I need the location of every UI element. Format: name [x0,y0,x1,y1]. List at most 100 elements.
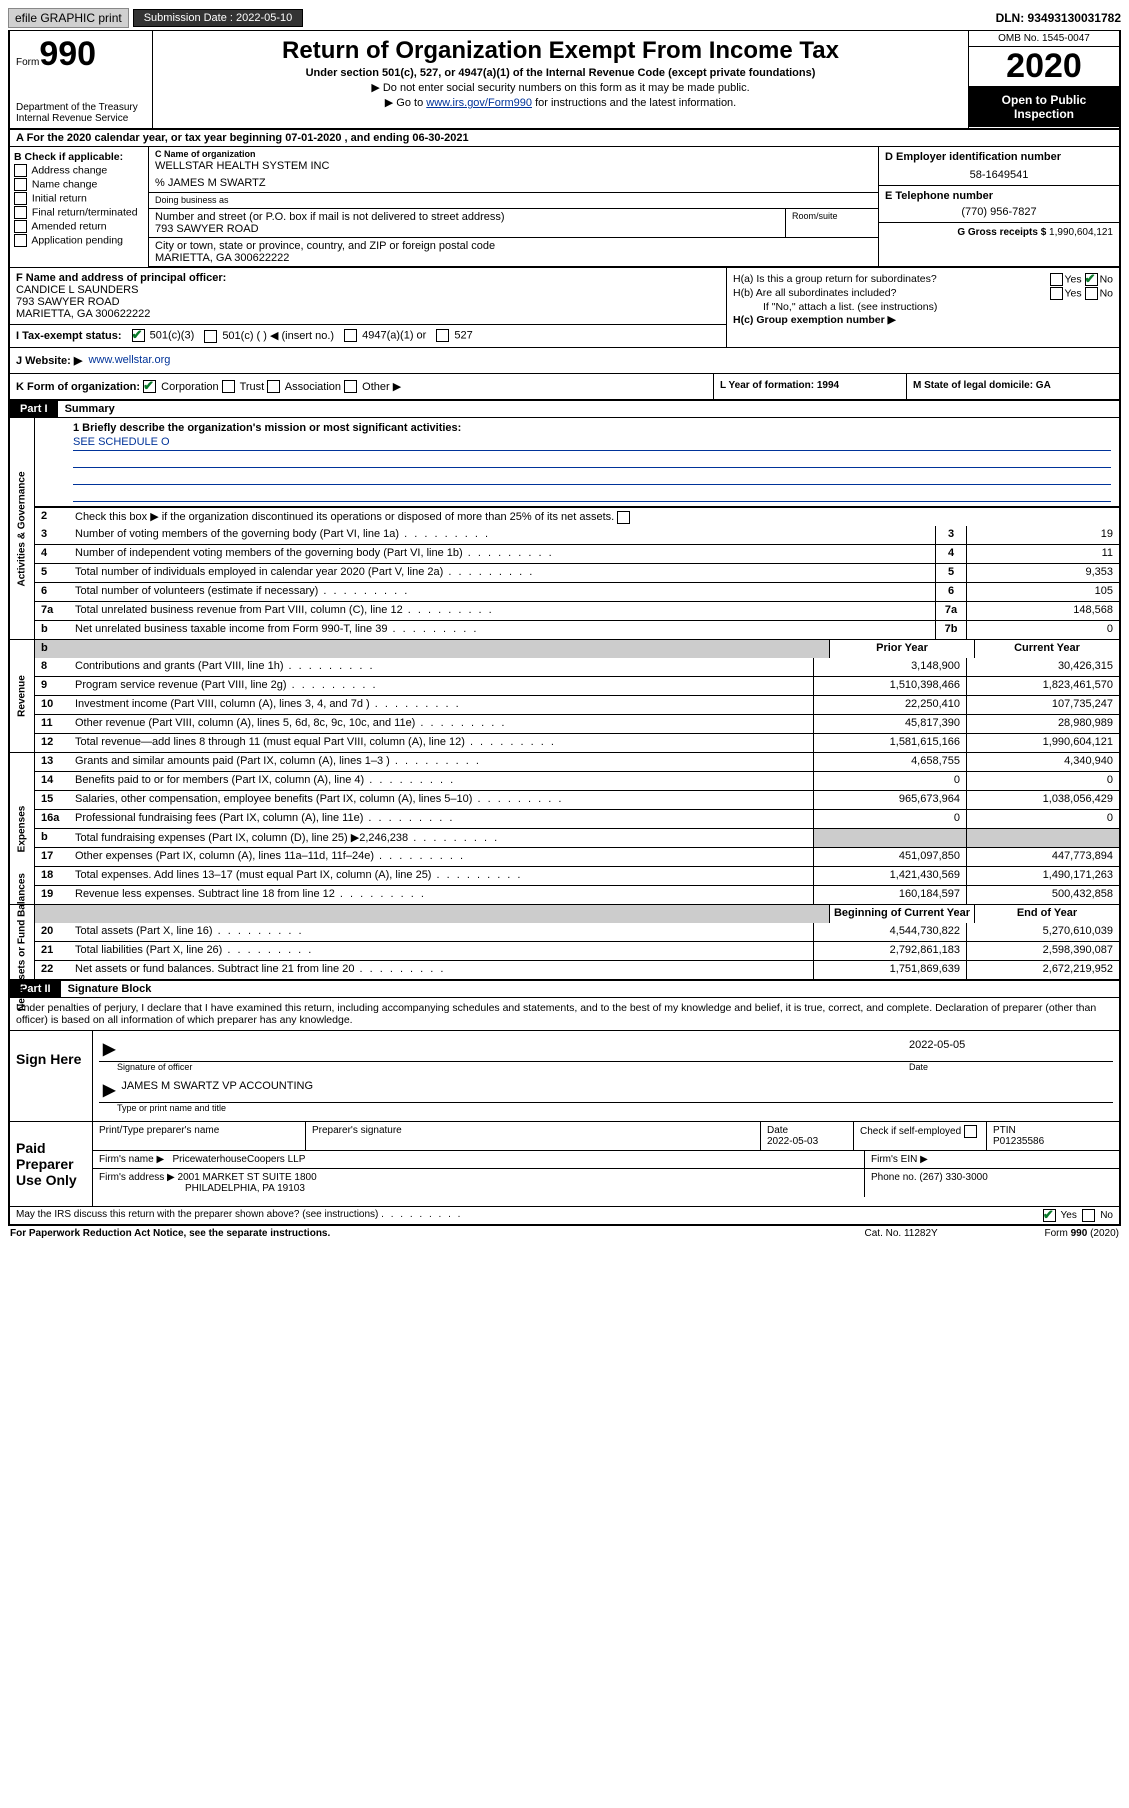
current-value: 0 [966,810,1119,828]
line-desc: Other expenses (Part IX, column (A), lin… [71,848,813,866]
current-value: 4,340,940 [966,753,1119,771]
prior-value: 2,792,861,183 [813,942,966,960]
prior-value: 0 [813,772,966,790]
line2-desc: Check this box ▶ if the organization dis… [71,508,1119,526]
current-year-header: Current Year [974,640,1119,658]
firm-ein: Firm's EIN ▶ [865,1151,1119,1168]
line-desc: Program service revenue (Part VIII, line… [71,677,813,695]
checkbox-other[interactable] [344,380,357,393]
checkbox-hb-yes[interactable] [1050,287,1063,300]
current-value: 30,426,315 [966,658,1119,676]
firm-name: Firm's name ▶ PricewaterhouseCoopers LLP [93,1151,865,1168]
submission-date: Submission Date : 2022-05-10 [133,9,304,27]
self-employed: Check if self-employed [854,1122,987,1150]
side-revenue: Revenue [10,640,35,752]
part1-header: Part I [10,401,58,417]
eoy-header: End of Year [974,905,1119,923]
checkbox-discontinued[interactable] [617,511,630,524]
efile-label: efile GRAPHIC print [8,8,129,28]
form990-link[interactable]: www.irs.gov/Form990 [426,97,532,109]
prep-date: Date2022-05-03 [761,1122,854,1150]
checkbox-527[interactable] [436,329,449,342]
checkbox-501c3[interactable] [132,329,145,342]
line-desc: Number of voting members of the governin… [71,526,935,544]
prior-value [813,829,966,847]
firm-address: Firm's address ▶ 2001 MARKET ST SUITE 18… [93,1169,865,1197]
part1-title: Summary [61,401,115,417]
line-desc: Net assets or fund balances. Subtract li… [71,961,813,979]
line-value: 19 [966,526,1119,544]
row-k-form-org: K Form of organization: Corporation Trus… [10,374,714,400]
checkbox-address-change[interactable] [14,164,27,177]
checkbox-501c[interactable] [204,330,217,343]
discuss-row: May the IRS discuss this return with the… [10,1206,1119,1224]
line-desc: Total unrelated business revenue from Pa… [71,602,935,620]
current-value [966,829,1119,847]
current-value: 500,432,858 [966,886,1119,904]
current-value: 2,598,390,087 [966,942,1119,960]
mission-block: 1 Briefly describe the organization's mi… [35,418,1119,507]
checkbox-ha-yes[interactable] [1050,273,1063,286]
line-value: 105 [966,583,1119,601]
state-domicile: M State of legal domicile: GA [907,374,1119,400]
current-value: 447,773,894 [966,848,1119,866]
checkbox-hb-no[interactable] [1085,287,1098,300]
box-f-officer: F Name and address of principal officer:… [10,268,727,347]
checkbox-application-pending[interactable] [14,234,27,247]
line-desc: Grants and similar amounts paid (Part IX… [71,753,813,771]
perjury-declaration: Under penalties of perjury, I declare th… [10,998,1119,1031]
prep-sig-label: Preparer's signature [306,1122,761,1150]
officer-sig-line: ▶ 2022-05-05 [99,1037,1113,1062]
prior-value: 4,658,755 [813,753,966,771]
ptin: PTINP01235586 [987,1122,1119,1150]
prior-value: 1,751,869,639 [813,961,966,979]
checkbox-discuss-yes[interactable] [1043,1209,1056,1222]
box-d-ein: D Employer identification number 58-1649… [879,147,1119,186]
checkbox-corp[interactable] [143,380,156,393]
checkbox-self-employed[interactable] [964,1125,977,1138]
prior-value: 3,148,900 [813,658,966,676]
checkbox-trust[interactable] [222,380,235,393]
line-desc: Benefits paid to or for members (Part IX… [71,772,813,790]
line-desc: Total fundraising expenses (Part IX, col… [71,829,813,847]
checkbox-assoc[interactable] [267,380,280,393]
side-governance: Activities & Governance [10,418,35,639]
checkbox-final-return[interactable] [14,206,27,219]
paid-preparer-label: Paid Preparer Use Only [10,1122,93,1206]
line-desc: Total revenue—add lines 8 through 11 (mu… [71,734,813,752]
line-desc: Salaries, other compensation, employee b… [71,791,813,809]
prior-value: 1,581,615,166 [813,734,966,752]
website-link[interactable]: www.wellstar.org [88,354,170,366]
cat-no: Cat. No. 11282Y [865,1228,1045,1239]
prior-value: 1,510,398,466 [813,677,966,695]
open-public-badge: Open to Public Inspection [969,87,1119,127]
checkbox-ha-no[interactable] [1085,273,1098,286]
org-name-block: C Name of organization WELLSTAR HEALTH S… [149,147,878,193]
firm-phone: Phone no. (267) 330-3000 [865,1169,1119,1197]
omb-number: OMB No. 1545-0047 [969,31,1119,47]
officer-name-line: ▶ JAMES M SWARTZ VP ACCOUNTING [99,1078,1113,1103]
current-value: 1,490,171,263 [966,867,1119,885]
city-block: City or town, state or province, country… [149,237,878,266]
prior-value: 965,673,964 [813,791,966,809]
line-desc: Other revenue (Part VIII, column (A), li… [71,715,813,733]
side-netassets: Net Assets or Fund Balances [10,905,35,979]
prior-value: 0 [813,810,966,828]
checkbox-name-change[interactable] [14,178,27,191]
row-j-website: J Website: ▶ www.wellstar.org [10,348,1119,374]
checkbox-discuss-no[interactable] [1082,1209,1095,1222]
current-value: 0 [966,772,1119,790]
checkbox-initial-return[interactable] [14,192,27,205]
current-value: 2,672,219,952 [966,961,1119,979]
box-e-phone: E Telephone number (770) 956-7827 [879,186,1119,223]
line-desc: Revenue less expenses. Subtract line 18 … [71,886,813,904]
prep-name-label: Print/Type preparer's name [93,1122,306,1150]
prior-value: 160,184,597 [813,886,966,904]
form-title: Return of Organization Exempt From Incom… [161,37,960,65]
checkbox-4947[interactable] [344,329,357,342]
top-bar: efile GRAPHIC print Submission Date : 20… [8,8,1121,28]
checkbox-amended-return[interactable] [14,220,27,233]
form-container: Form990 Department of the Treasury Inter… [8,30,1121,1226]
dba-block: Doing business as [149,193,878,209]
form-subtitle: Under section 501(c), 527, or 4947(a)(1)… [161,67,960,79]
